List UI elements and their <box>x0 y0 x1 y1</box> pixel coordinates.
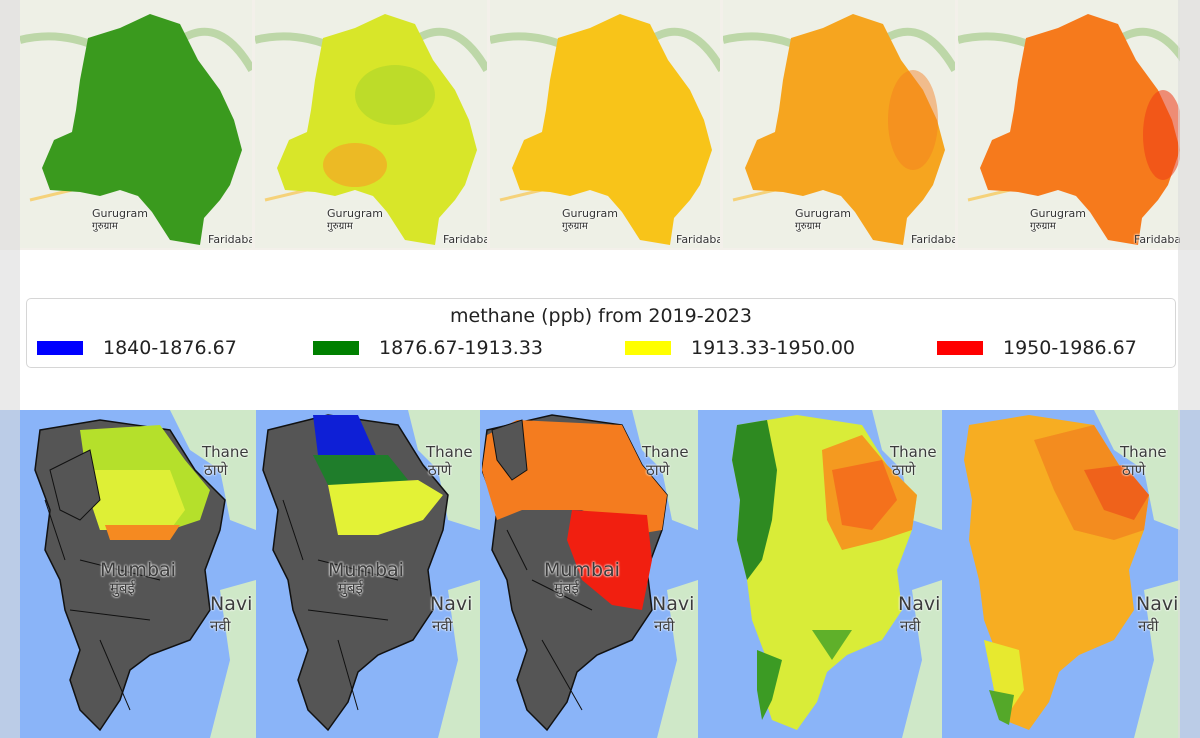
legend-label: 1950-1986.67 <box>1003 337 1137 359</box>
right-edge-shade <box>1178 0 1200 738</box>
legend-swatch <box>37 341 83 355</box>
mumbai-methane-shape <box>262 410 480 738</box>
gurugram-label: Gurugram <box>327 207 383 220</box>
gurugram-hindi-label: गुरुग्राम <box>795 221 821 232</box>
mumbai-map-panel-2: Thane ठाणे Mumbai मुंबई Navi नवी <box>258 410 480 738</box>
mumbai-methane-shape <box>482 410 698 738</box>
legend-swatch <box>625 341 671 355</box>
mumbai-label: Mumbai <box>100 559 176 581</box>
delhi-map-panel-5: Gurugram गुरुग्राम Faridaba <box>958 0 1180 248</box>
legend-title: methane (ppb) from 2019-2023 <box>450 305 752 327</box>
mumbai-methane-shape <box>732 410 942 738</box>
gurugram-label: Gurugram <box>1030 207 1086 220</box>
navi-label: Navi <box>652 593 695 615</box>
mumbai-methane-shape <box>34 410 256 738</box>
navi-label: Navi <box>1136 593 1179 615</box>
gurugram-hindi-label: गुरुग्राम <box>92 221 118 232</box>
methane-legend: methane (ppb) from 2019-2023 1840-1876.6… <box>26 298 1176 368</box>
legend-item-2: 1876.67-1913.33 <box>313 337 543 359</box>
faridabad-label: Faridaba <box>911 233 955 246</box>
legend-label: 1876.67-1913.33 <box>379 337 543 359</box>
gurugram-hindi-label: गुरुग्राम <box>327 221 353 232</box>
mumbai-map-panel-3: Thane ठाणे Mumbai मुंबई Navi नवी <box>482 410 698 738</box>
mumbai-map-panel-1: Thane ठाणे Mumbai मुंबई Navi नवी <box>20 410 256 738</box>
mumbai-methane-shape <box>964 410 1180 738</box>
navi-label: Navi <box>210 593 253 615</box>
thane-label: Thane <box>1120 443 1167 461</box>
faridabad-label: Faridaba <box>208 233 252 246</box>
legend-swatch <box>313 341 359 355</box>
delhi-methane-shape <box>723 14 955 245</box>
gurugram-label: Gurugram <box>562 207 618 220</box>
mumbai-map-panel-5: Thane ठाणे Navi नवी <box>944 410 1180 738</box>
navi-hindi-label: नवी <box>900 617 921 635</box>
navi-label: Navi <box>430 593 473 615</box>
faridabad-label: Faridaba <box>1134 233 1180 246</box>
navi-hindi-label: नवी <box>654 617 675 635</box>
thane-label: Thane <box>426 443 473 461</box>
legend-item-4: 1950-1986.67 <box>937 337 1137 359</box>
legend-swatch <box>937 341 983 355</box>
gurugram-hindi-label: गुरुग्राम <box>562 221 588 232</box>
left-edge-shade <box>0 0 20 738</box>
gurugram-label: Gurugram <box>92 207 148 220</box>
thane-hindi-label: ठाणे <box>646 461 670 479</box>
delhi-methane-shape <box>490 14 720 245</box>
mumbai-hindi-label: मुंबई <box>110 579 135 597</box>
delhi-map-panel-3: Gurugram गुरुग्राम Faridaba <box>490 0 720 248</box>
delhi-methane-shape <box>255 14 487 245</box>
delhi-methane-shape <box>20 14 252 245</box>
mumbai-label: Mumbai <box>544 559 620 581</box>
mumbai-label: Mumbai <box>328 559 404 581</box>
mumbai-hindi-label: मुंबई <box>554 579 579 597</box>
delhi-map-panel-1: Gurugram गुरुग्राम Faridaba <box>20 0 252 248</box>
navi-hindi-label: नवी <box>1138 617 1159 635</box>
delhi-map-panel-4: Gurugram गुरुग्राम Faridaba <box>723 0 955 248</box>
faridabad-label: Faridaba <box>443 233 487 246</box>
gurugram-label: Gurugram <box>795 207 851 220</box>
legend-item-1: 1840-1876.67 <box>37 337 237 359</box>
legend-label: 1913.33-1950.00 <box>691 337 855 359</box>
thane-hindi-label: ठाणे <box>1122 461 1146 479</box>
navi-label: Navi <box>898 593 941 615</box>
thane-label: Thane <box>642 443 689 461</box>
thane-hindi-label: ठाणे <box>892 461 916 479</box>
thane-hindi-label: ठाणे <box>428 461 452 479</box>
mumbai-map-panel-4: Thane ठाणे Navi नवी <box>722 410 942 738</box>
delhi-map-row: Gurugram गुरुग्राम Faridaba Gurugram गुर… <box>0 0 1200 250</box>
thane-label: Thane <box>202 443 249 461</box>
thane-hindi-label: ठाणे <box>204 461 228 479</box>
thane-label: Thane <box>890 443 937 461</box>
delhi-methane-shape <box>958 14 1180 245</box>
mumbai-hindi-label: मुंबई <box>338 579 363 597</box>
faridabad-label: Faridaba <box>676 233 720 246</box>
legend-label: 1840-1876.67 <box>103 337 237 359</box>
delhi-map-panel-2: Gurugram गुरुग्राम Faridaba <box>255 0 487 248</box>
navi-hindi-label: नवी <box>432 617 453 635</box>
mumbai-map-row: Thane ठाणे Mumbai मुंबई Navi नवी Thane ठ… <box>0 410 1200 738</box>
legend-item-3: 1913.33-1950.00 <box>625 337 855 359</box>
navi-hindi-label: नवी <box>210 617 231 635</box>
gurugram-hindi-label: गुरुग्राम <box>1030 221 1056 232</box>
